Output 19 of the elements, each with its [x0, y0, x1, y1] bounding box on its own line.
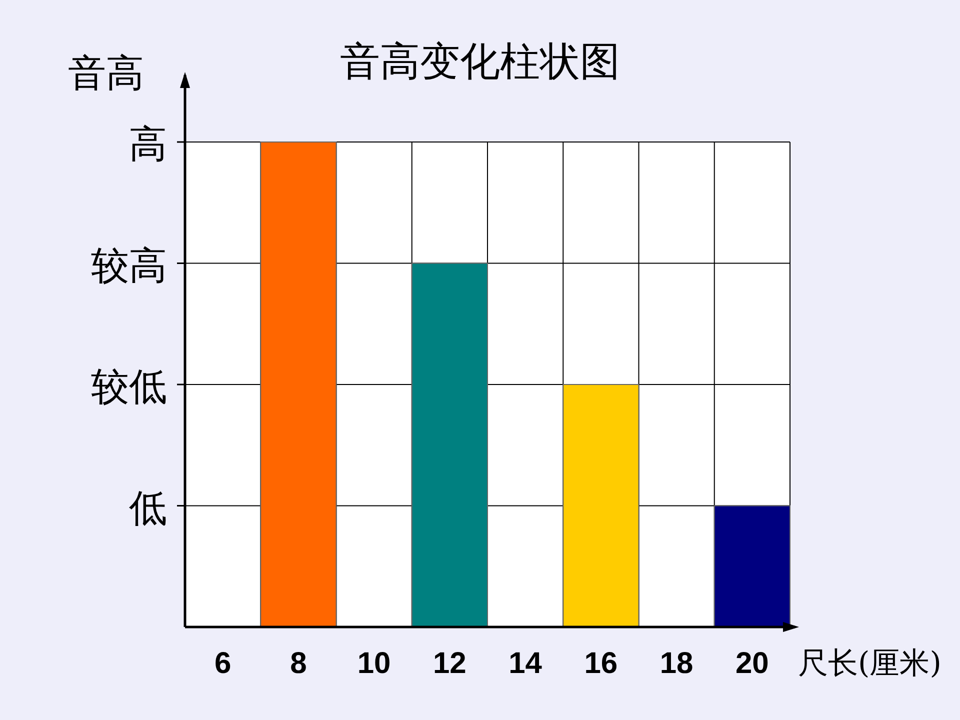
text: 低 [129, 486, 167, 530]
x-axis-title: 尺长(厘米) [798, 646, 942, 681]
bar [714, 505, 790, 628]
text: 较低 [91, 364, 167, 408]
x-tick-label: 14 [508, 647, 542, 680]
x-tick-label: 18 [660, 647, 694, 680]
x-tick-label: 16 [584, 647, 618, 680]
chart-title: 音高变化柱状图 [340, 39, 620, 85]
text: 高 [129, 122, 167, 166]
x-tick-label: 10 [357, 647, 391, 680]
bar [562, 384, 640, 628]
x-tick-label: 6 [214, 647, 232, 680]
bar [411, 262, 488, 628]
x-tick-label: 12 [433, 647, 466, 680]
y-axis-title: 音高 [68, 51, 144, 95]
text: 较高 [91, 243, 167, 288]
bar [260, 142, 337, 628]
x-tick-label: 20 [736, 647, 769, 680]
x-tick-label: 8 [290, 647, 307, 680]
